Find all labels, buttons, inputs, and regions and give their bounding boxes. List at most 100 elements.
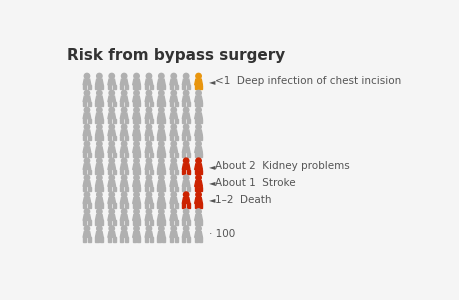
- Polygon shape: [157, 181, 165, 187]
- Polygon shape: [182, 119, 185, 123]
- Polygon shape: [95, 214, 103, 220]
- Polygon shape: [132, 96, 140, 102]
- Polygon shape: [194, 147, 202, 153]
- Polygon shape: [95, 79, 103, 85]
- Polygon shape: [162, 136, 165, 140]
- Polygon shape: [149, 169, 152, 174]
- Circle shape: [109, 90, 114, 96]
- Polygon shape: [100, 237, 103, 242]
- Polygon shape: [162, 237, 165, 242]
- Polygon shape: [83, 232, 90, 237]
- Polygon shape: [194, 214, 202, 220]
- Polygon shape: [108, 198, 115, 203]
- Polygon shape: [95, 220, 98, 225]
- Polygon shape: [132, 164, 140, 169]
- Polygon shape: [112, 169, 115, 174]
- Polygon shape: [194, 164, 202, 169]
- Polygon shape: [169, 113, 177, 119]
- Polygon shape: [194, 198, 202, 203]
- Polygon shape: [83, 220, 86, 225]
- Polygon shape: [95, 136, 98, 140]
- Circle shape: [121, 192, 127, 197]
- Circle shape: [84, 209, 90, 214]
- Text: · 100: · 100: [209, 229, 235, 239]
- Circle shape: [183, 124, 189, 130]
- Polygon shape: [120, 232, 128, 237]
- Polygon shape: [174, 237, 177, 242]
- Polygon shape: [182, 102, 185, 106]
- Polygon shape: [108, 96, 115, 102]
- Polygon shape: [186, 85, 190, 89]
- Polygon shape: [194, 153, 197, 157]
- Circle shape: [96, 192, 102, 197]
- Polygon shape: [199, 136, 202, 140]
- Polygon shape: [108, 203, 111, 208]
- Polygon shape: [95, 181, 103, 187]
- Polygon shape: [194, 130, 202, 136]
- Polygon shape: [182, 130, 190, 136]
- Circle shape: [84, 158, 90, 164]
- Polygon shape: [137, 136, 140, 140]
- Polygon shape: [157, 214, 165, 220]
- Polygon shape: [88, 85, 90, 89]
- Polygon shape: [137, 169, 140, 174]
- Polygon shape: [125, 119, 128, 123]
- Circle shape: [96, 175, 102, 180]
- Polygon shape: [108, 153, 111, 157]
- Polygon shape: [145, 102, 148, 106]
- Polygon shape: [132, 119, 135, 123]
- Polygon shape: [125, 220, 128, 225]
- Circle shape: [96, 209, 102, 214]
- Circle shape: [146, 141, 151, 146]
- Circle shape: [121, 107, 127, 112]
- Polygon shape: [157, 232, 165, 237]
- Polygon shape: [169, 79, 177, 85]
- Circle shape: [96, 158, 102, 164]
- Text: ◄: ◄: [209, 196, 215, 205]
- Polygon shape: [120, 79, 128, 85]
- Polygon shape: [157, 147, 165, 153]
- Polygon shape: [157, 136, 160, 140]
- Polygon shape: [186, 220, 190, 225]
- Circle shape: [146, 175, 151, 180]
- Polygon shape: [137, 119, 140, 123]
- Polygon shape: [182, 147, 190, 153]
- Polygon shape: [88, 119, 90, 123]
- Polygon shape: [174, 169, 177, 174]
- Polygon shape: [145, 164, 152, 169]
- Polygon shape: [162, 119, 165, 123]
- Polygon shape: [149, 153, 152, 157]
- Polygon shape: [83, 198, 90, 203]
- Polygon shape: [132, 214, 140, 220]
- Polygon shape: [120, 237, 123, 242]
- Polygon shape: [137, 237, 140, 242]
- Polygon shape: [83, 79, 90, 85]
- Polygon shape: [125, 153, 128, 157]
- Polygon shape: [100, 102, 103, 106]
- Polygon shape: [108, 147, 115, 153]
- Polygon shape: [145, 153, 148, 157]
- Circle shape: [183, 73, 189, 79]
- Polygon shape: [125, 203, 128, 208]
- Polygon shape: [174, 203, 177, 208]
- Circle shape: [158, 73, 164, 79]
- Polygon shape: [145, 136, 148, 140]
- Circle shape: [84, 73, 90, 79]
- Circle shape: [158, 124, 164, 130]
- Polygon shape: [149, 237, 152, 242]
- Circle shape: [196, 107, 201, 112]
- Polygon shape: [199, 153, 202, 157]
- Text: ◄: ◄: [209, 162, 215, 171]
- Polygon shape: [95, 237, 98, 242]
- Polygon shape: [186, 153, 190, 157]
- Polygon shape: [83, 102, 86, 106]
- Polygon shape: [199, 119, 202, 123]
- Polygon shape: [125, 237, 128, 242]
- Polygon shape: [145, 214, 152, 220]
- Polygon shape: [182, 232, 190, 237]
- Circle shape: [196, 209, 201, 214]
- Polygon shape: [194, 187, 197, 191]
- Circle shape: [134, 73, 139, 79]
- Polygon shape: [108, 85, 111, 89]
- Polygon shape: [132, 198, 140, 203]
